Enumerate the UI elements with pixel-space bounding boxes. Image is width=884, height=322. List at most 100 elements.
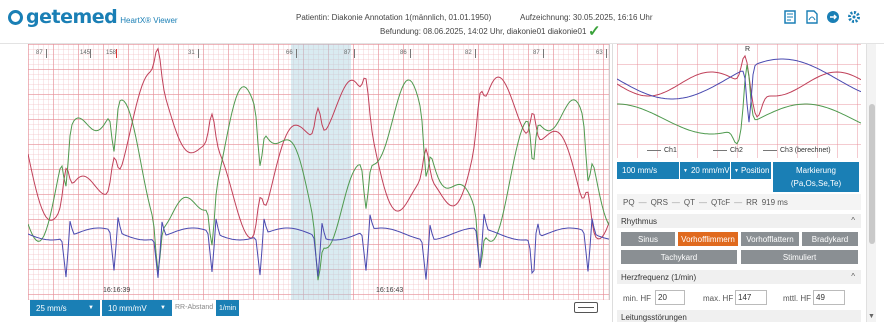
- rhythm-afib-button[interactable]: Vorhofflimmern: [678, 232, 738, 246]
- rr-marker-tick: [475, 49, 476, 58]
- speed-select-value: 25 mm/s: [36, 303, 67, 313]
- mean-hr-input[interactable]: 49: [813, 290, 845, 305]
- ecg-left-margin: [0, 44, 28, 322]
- qrs-value: —: [671, 197, 680, 207]
- rr-marker-tick: [543, 49, 544, 58]
- report-list-icon[interactable]: [783, 9, 799, 25]
- logo-subtitle: HeartX® Viewer: [120, 16, 178, 25]
- conduction-title: Leitungsstörungen: [621, 312, 687, 322]
- patient-info: Patientin: Diakonie Annotation 1(männlic…: [296, 13, 492, 22]
- rhythm-paced-button[interactable]: Stimuliert: [741, 250, 858, 264]
- beat-r-label: R: [745, 46, 751, 53]
- app-header: getemed HeartX® Viewer Patientin: Diakon…: [0, 0, 884, 44]
- speed-select[interactable]: 25 mm/s ▼: [30, 300, 100, 316]
- ecg-traces: [28, 47, 609, 281]
- rhythm-sinus-button[interactable]: Sinus: [621, 232, 675, 246]
- qtcf-value: —: [734, 197, 743, 207]
- chevron-down-icon: ▼: [683, 167, 688, 174]
- finding-confirmed-check-icon: ✓: [588, 23, 601, 40]
- marking-button[interactable]: Markierung (Pa,Os,Se,Te): [773, 162, 859, 192]
- max-hr-input[interactable]: 147: [735, 290, 767, 305]
- logo-word: getemed: [26, 6, 118, 28]
- rhythm-tachy-button[interactable]: Tachykard: [621, 250, 737, 264]
- heart-rate-section-header[interactable]: Herzfrequenz (1/min) ^: [617, 270, 861, 284]
- heart-rate-title: Herzfrequenz (1/min): [621, 272, 697, 282]
- beat-traces: [617, 54, 861, 145]
- rhythm-title: Rhythmus: [621, 216, 658, 226]
- conduction-section-header[interactable]: Leitungsstörungen: [617, 310, 861, 322]
- qt-label: QT: [683, 197, 696, 207]
- beat-gain-value: 20 mm/mV: [690, 166, 730, 175]
- qtcf-label: QTcF: [711, 197, 731, 207]
- rr-marker-label: 31: [188, 50, 195, 56]
- rr-marker-label: 87: [533, 50, 540, 56]
- pq-value: —: [638, 197, 647, 207]
- rhythm-brady-button[interactable]: Bradykard: [802, 232, 858, 246]
- rr-marker-label: 66: [286, 50, 293, 56]
- rr-marker-label: 158: [106, 50, 117, 56]
- settings-gear-icon[interactable]: [846, 9, 862, 25]
- interval-measurements: PQ — QRS — QT — QTcF — RR 919 ms: [617, 194, 861, 210]
- beat-ch3-trace: [617, 58, 861, 123]
- export-icon[interactable]: [825, 9, 841, 25]
- position-select[interactable]: ▼ Position: [731, 162, 771, 179]
- rhythm-aflutter-button[interactable]: Vorhofflattern: [741, 232, 799, 246]
- marking-label: Markierung: [795, 166, 836, 175]
- chevron-up-icon: ^: [851, 216, 855, 225]
- rhythm-section-header[interactable]: Rhythmus ^: [617, 214, 861, 228]
- rr-marker-label: 86: [400, 50, 407, 56]
- rr-marker-label: 145: [80, 50, 91, 56]
- beat-gain-select[interactable]: ▼ 20 mm/mV: [680, 162, 730, 179]
- qrs-label: QRS: [650, 197, 668, 207]
- legend-ch1-label: Ch1: [664, 147, 677, 154]
- timestamp-end: 16:16:43: [376, 287, 404, 294]
- rr-marker-label: 87: [344, 50, 351, 56]
- ch2-trace: [28, 79, 609, 281]
- position-label: Position: [740, 166, 770, 175]
- rr-value: 919 ms: [761, 197, 788, 207]
- rr-label: RR: [746, 197, 758, 207]
- pdf-icon[interactable]: [804, 9, 820, 25]
- chevron-down-icon: ▼: [160, 305, 166, 311]
- beat-speed-select[interactable]: 100 mm/s: [617, 162, 679, 179]
- panel-scrollbar[interactable]: ▼: [866, 44, 876, 322]
- ecg-strip[interactable]: 87 145 158 31 66 87 86 82 87 63: [28, 44, 610, 300]
- rr-marker-tick: [410, 49, 411, 58]
- rr-marker-tick: [198, 49, 199, 58]
- scrollbar-thumb[interactable]: [869, 104, 875, 244]
- chevron-down-icon: ▼: [88, 305, 94, 311]
- logo-heart-icon: [8, 10, 23, 25]
- chevron-up-icon: ^: [851, 272, 855, 281]
- rr-marker-tick: [46, 49, 47, 58]
- pq-label: PQ: [623, 197, 635, 207]
- rr-marker-label: 82: [465, 50, 472, 56]
- max-hr-label: max. HF: [703, 294, 734, 303]
- rr-marker-tick: [90, 49, 91, 58]
- legend-ch2: Ch2: [713, 147, 743, 154]
- scroll-down-icon[interactable]: ▼: [868, 313, 875, 320]
- rr-marker-label: 87: [36, 50, 43, 56]
- rr-marker-label: 63: [596, 50, 603, 56]
- min-hr-input[interactable]: 20: [655, 290, 685, 305]
- timestamp-start: 16:16:39: [103, 287, 131, 294]
- legend-ch2-label: Ch2: [730, 147, 743, 154]
- gain-select[interactable]: 10 mm/mV ▼: [102, 300, 172, 316]
- rr-distance-label: RR-Abstand: [175, 304, 214, 311]
- mean-hr-label: mttl. HF: [783, 294, 811, 303]
- gain-select-value: 10 mm/mV: [108, 303, 147, 313]
- finding-info: Befundung: 08.06.2025, 14:02 Uhr, diakon…: [380, 27, 587, 36]
- ch1-trace: [28, 47, 609, 240]
- chevron-down-icon: ▼: [734, 167, 739, 174]
- legend-ch3-label: Ch3 (berechnet): [780, 147, 831, 154]
- analysis-panel: R Ch1 Ch2 Ch3 (berechnet) 100 mm/s ▼ 20 m…: [612, 44, 864, 322]
- ch3-trace: [28, 213, 609, 280]
- marking-sublabel: (Pa,Os,Se,Te): [790, 179, 842, 188]
- ecg-bottom-toolbar: 25 mm/s ▼ 10 mm/mV ▼ RR-Abstand 1/min: [28, 300, 610, 322]
- legend-ch1: Ch1: [647, 147, 677, 154]
- beat-speed-value: 100 mm/s: [622, 166, 658, 175]
- ruler-scale-icon[interactable]: [574, 302, 598, 313]
- recording-info: Aufzeichnung: 30.05.2025, 16:16 Uhr: [520, 13, 653, 22]
- min-hr-label: min. HF: [623, 294, 651, 303]
- rr-unit-toggle[interactable]: 1/min: [216, 300, 240, 316]
- beat-detail-view: R Ch1 Ch2 Ch3 (berechnet): [617, 44, 861, 158]
